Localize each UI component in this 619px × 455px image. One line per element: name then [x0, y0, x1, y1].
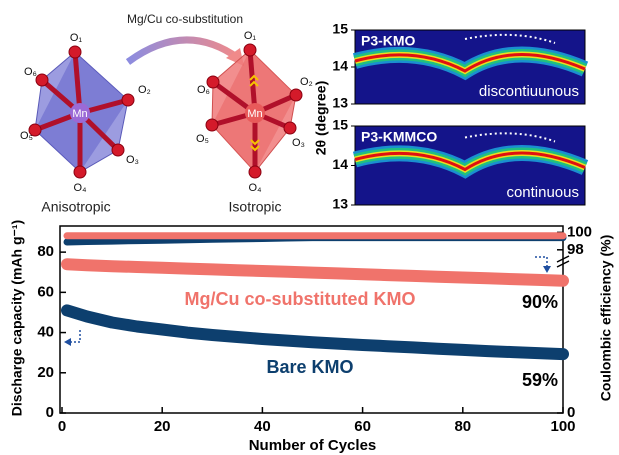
panel-note: discontiuunous [479, 83, 579, 100]
atom-label: O₆ [197, 84, 210, 96]
x-tick-label: 100 [550, 418, 575, 435]
caption: Isotropic [229, 199, 282, 215]
x-tick-label: 60 [354, 418, 371, 435]
atom-label: O₁ [70, 32, 83, 44]
atom-label: O₂ [300, 76, 313, 88]
arrow [128, 40, 238, 62]
plot-frame [60, 226, 563, 413]
atom-label: O₅ [20, 130, 33, 142]
tick-label: 15 [332, 117, 348, 133]
x-axis-label: Number of Cycles [249, 437, 377, 454]
y-tick-label: 80 [37, 243, 54, 260]
mn-label: Mn [247, 108, 262, 120]
y-tick-label: 60 [37, 283, 54, 300]
atom-label: O₄ [248, 182, 262, 194]
mn-label: Mn [72, 108, 87, 120]
y2-axis-label: Coulombic efficiency (%) [598, 235, 614, 401]
y-tick-label: 0 [46, 404, 54, 421]
annotation: 90% [522, 292, 558, 312]
x-tick-label: 80 [454, 418, 471, 435]
atom-label: O₃ [292, 137, 305, 149]
data-band [67, 310, 563, 354]
y-tick-label: 40 [37, 324, 54, 341]
atom-label: O₆ [24, 66, 37, 78]
tick-label: 13 [332, 196, 348, 212]
substitution-label: Mg/Cu co-substitution [127, 12, 243, 26]
arrow-head [543, 266, 551, 273]
data-band [67, 264, 563, 281]
arrow-head [64, 338, 71, 346]
panel-title: P3-KMMCO [361, 129, 437, 145]
tick-label: 13 [332, 95, 348, 111]
y-tick-label: 20 [37, 364, 54, 381]
xrd-axis-label: 2θ (degree) [313, 81, 329, 155]
figure: Mg/Cu co-substitution Mn O₁ O₂ O₃ O₄ O₅ … [0, 0, 619, 455]
y2-tick-label: 100 [567, 223, 592, 240]
panel-note: continuous [506, 184, 579, 201]
atom-label: O₁ [244, 30, 257, 42]
tick-label: 14 [332, 156, 348, 172]
panel-title: P3-KMO [361, 33, 416, 49]
atom-label: O₅ [196, 133, 209, 145]
tick-label: 15 [332, 21, 348, 37]
x-tick-label: 40 [254, 418, 271, 435]
tick-label: 14 [332, 58, 348, 74]
y-axis-label: Discharge capacity (mAh g⁻¹) [9, 220, 25, 416]
atom-label: O₂ [138, 84, 151, 96]
atom-label: O₄ [73, 182, 87, 194]
caption: Anisotropic [41, 199, 110, 215]
x-tick-label: 20 [154, 418, 171, 435]
xrd-panels: P3-KMO discontiuunous 15 14 13 P3-KMMCO contin… [332, 21, 585, 212]
x-tick-label: 0 [58, 418, 66, 435]
y2-tick-label: 98 [567, 241, 584, 258]
annotation: 59% [522, 370, 558, 390]
atom-label: O₃ [126, 154, 139, 166]
series-label: Mg/Cu co-substituted KMO [185, 289, 416, 309]
right-structure: Mn O₁ O₂ O₃ O₄ O₅ O₆ Isotropic [196, 30, 313, 215]
series-label: Bare KMO [266, 357, 353, 377]
